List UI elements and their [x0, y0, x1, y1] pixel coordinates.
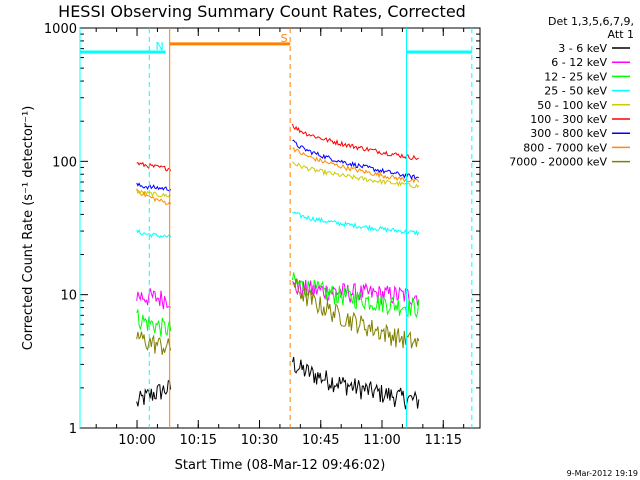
series-line	[136, 228, 172, 239]
series-line	[292, 211, 420, 236]
x-tick-label: 10:45	[302, 433, 339, 448]
series-line	[136, 161, 172, 172]
x-tick-label: 10:30	[241, 433, 278, 448]
legend-label: 100 - 300 keV	[530, 113, 607, 126]
series-line	[292, 272, 420, 319]
y-axis-label: Corrected Count Rate (s⁻¹ detector⁻¹)	[21, 106, 36, 351]
series-line	[292, 123, 420, 161]
chart-title: HESSI Observing Summary Count Rates, Cor…	[58, 2, 466, 21]
plot-area: 1 10 100 1000 10:00 10:15 10:30 10:45 11:00 11:15…	[44, 22, 481, 448]
legend-label: 6 - 12 keV	[551, 56, 607, 69]
plot-timestamp: 9-Mar-2012 19:19	[567, 469, 638, 478]
series-line	[292, 161, 420, 189]
series-5	[136, 161, 420, 199]
series-1	[136, 356, 420, 410]
x-tick-label: 11:15	[425, 433, 462, 448]
x-tick-label: 10:00	[118, 433, 155, 448]
series-3	[136, 272, 420, 337]
legend-label: 25 - 50 keV	[544, 85, 607, 98]
x-axis-label: Start Time (08-Mar-12 09:46:02)	[175, 458, 386, 473]
y-tick-label: 10	[60, 289, 77, 304]
legend-label: 12 - 25 keV	[544, 70, 607, 83]
series-line	[292, 278, 420, 349]
x-tick-label: 10:15	[180, 433, 217, 448]
series-line	[136, 189, 171, 199]
x-tick-label: 11:00	[363, 433, 400, 448]
series-9	[136, 278, 420, 355]
series-line	[136, 288, 171, 310]
y-tick-label: 100	[52, 155, 77, 170]
series-line	[292, 356, 420, 410]
series-line	[136, 331, 172, 355]
series-line	[136, 182, 172, 192]
legend-label: 7000 - 20000 keV	[509, 156, 607, 169]
legend-label: 300 - 800 keV	[530, 127, 607, 140]
series-7	[136, 139, 419, 192]
flag-label: S	[281, 32, 288, 45]
series-line	[136, 309, 172, 337]
series-8	[136, 147, 420, 206]
series-line	[292, 147, 420, 184]
legend-label: 3 - 6 keV	[558, 42, 607, 55]
plot-frame	[79, 27, 481, 429]
legend-header-line1: Det 1,3,5,6,7,9,	[548, 15, 634, 28]
y-tick-label: 1	[69, 422, 77, 437]
legend-label: 800 - 7000 keV	[523, 141, 607, 154]
series-6	[136, 123, 420, 172]
legend-header-line2: Att 1	[608, 28, 634, 41]
series-4	[136, 211, 420, 239]
series-line	[292, 139, 419, 181]
series-line	[136, 379, 172, 407]
legend-label: 50 - 100 keV	[537, 99, 607, 112]
y-tick-label: 1000	[44, 22, 77, 37]
flag-label: N	[155, 40, 163, 53]
series-line	[136, 188, 172, 206]
